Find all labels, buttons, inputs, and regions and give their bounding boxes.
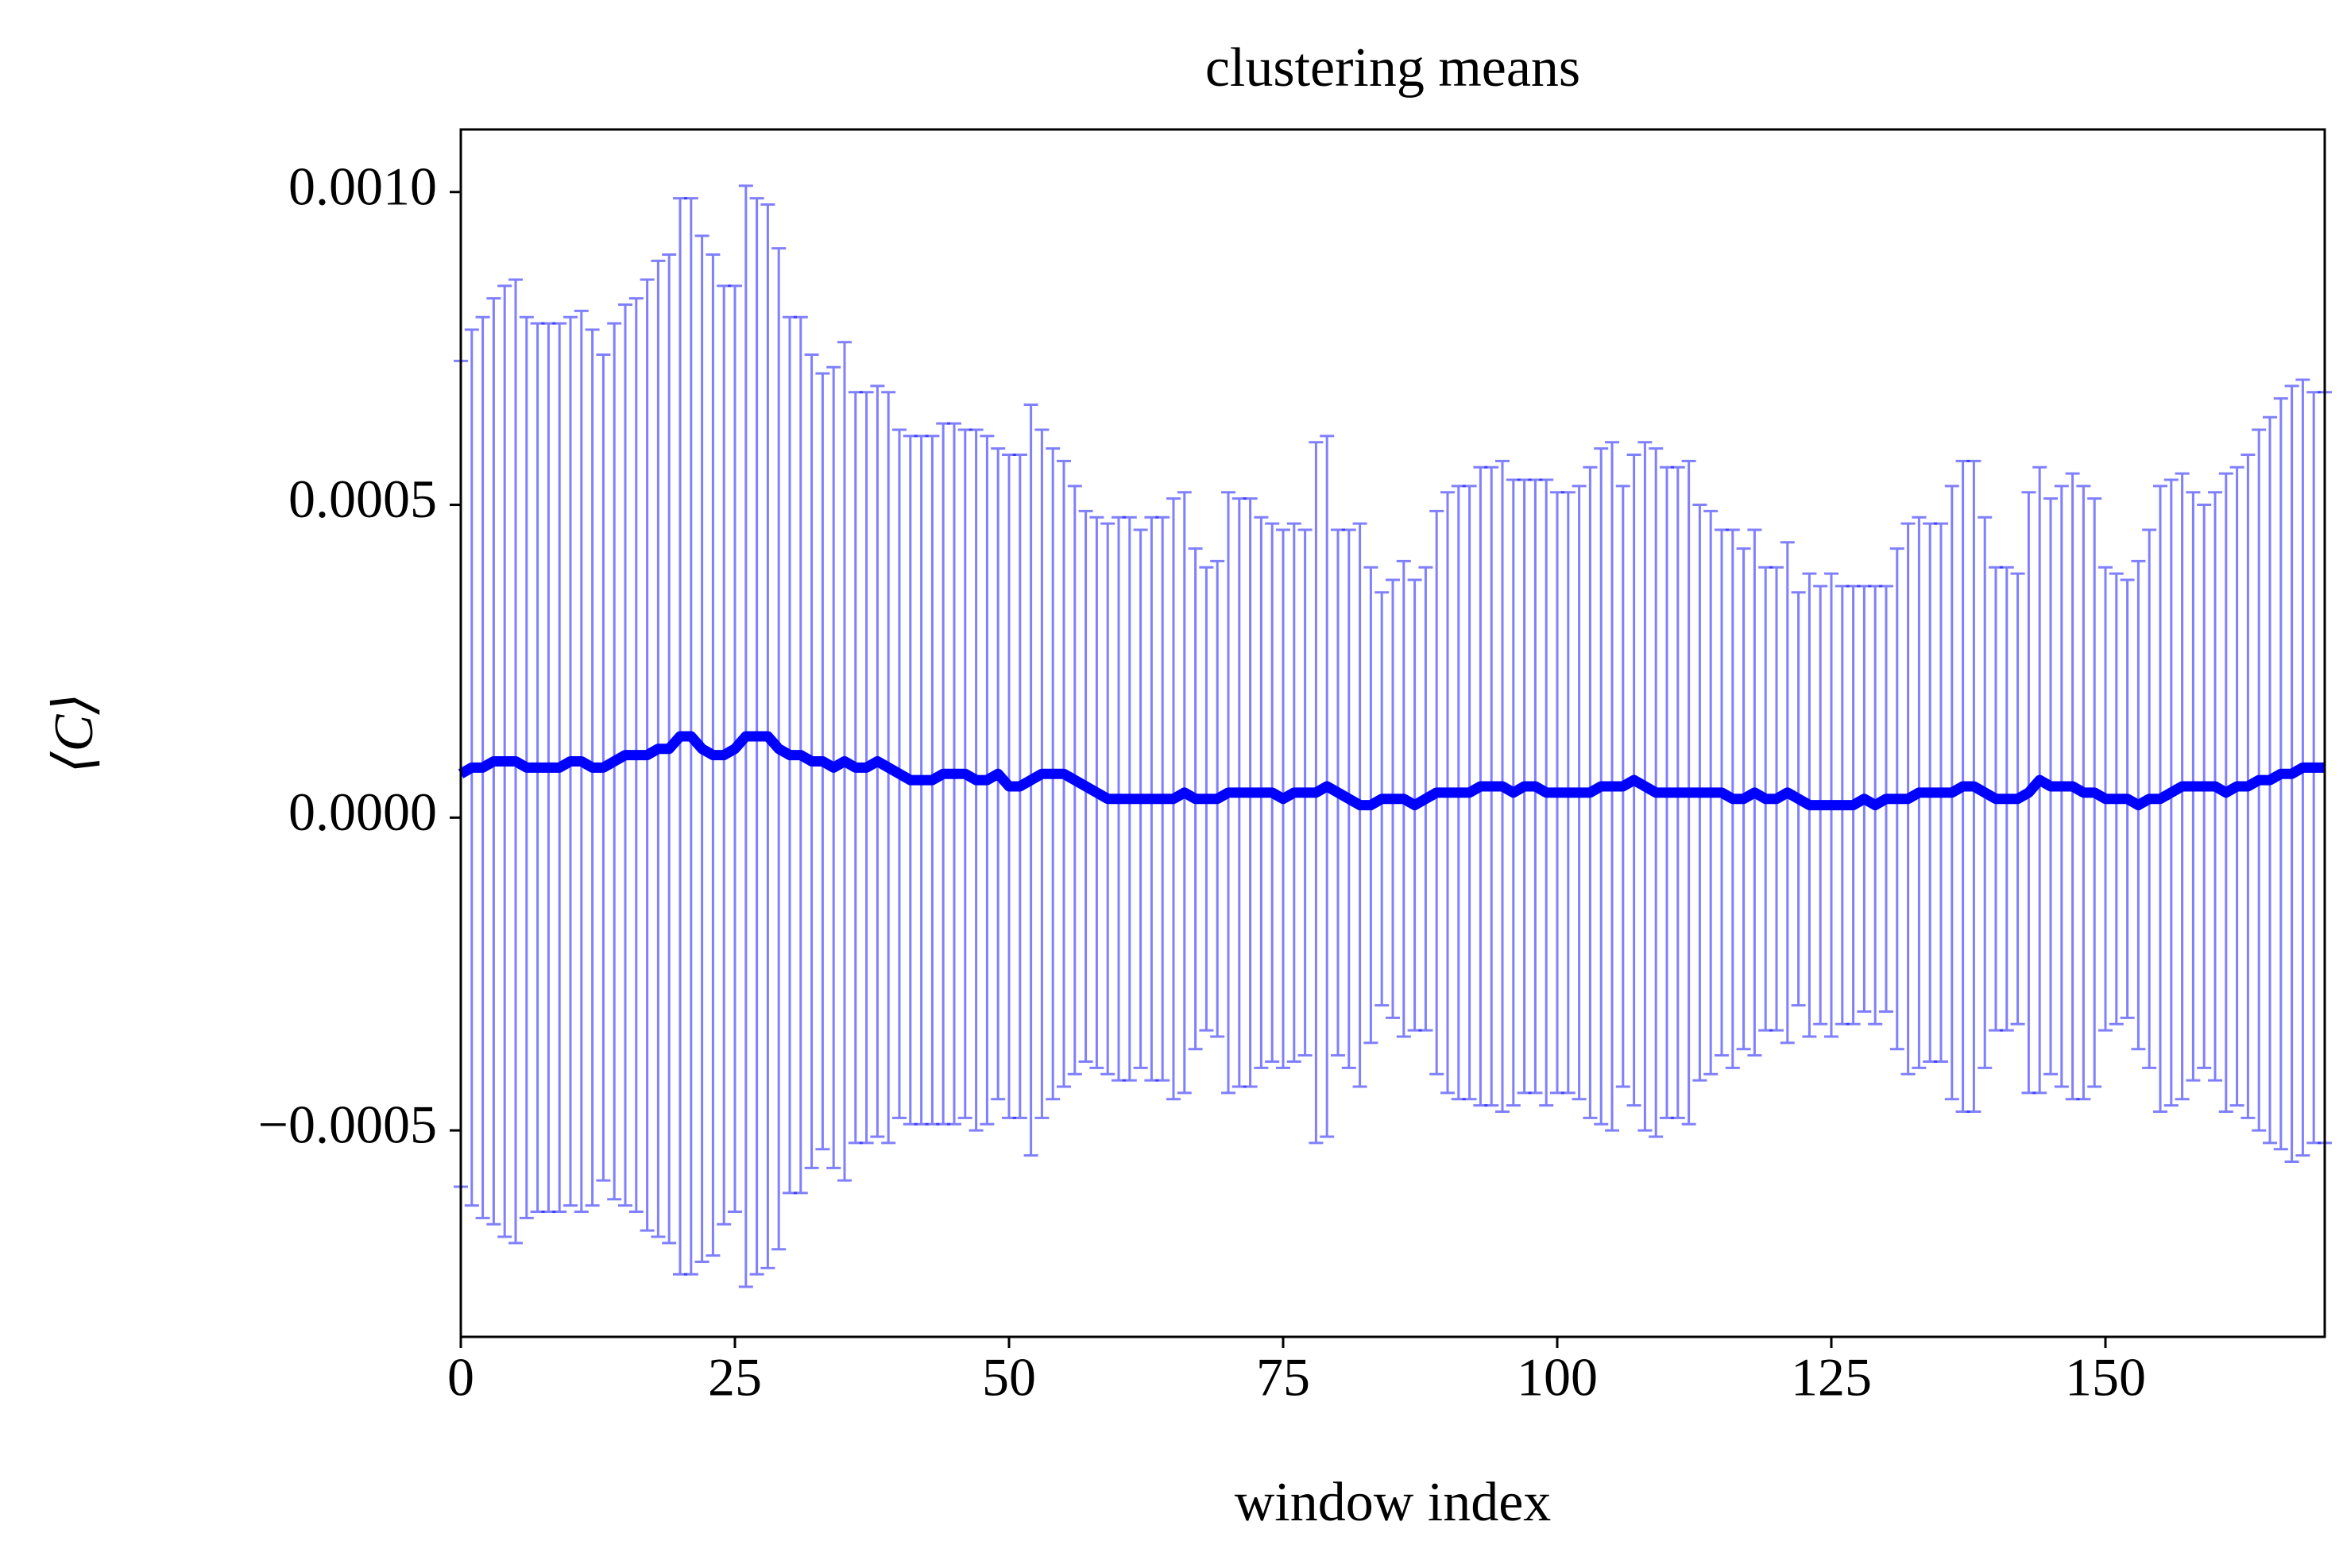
y-tick-label: 0.0000 xyxy=(288,782,437,842)
x-tick-label: 0 xyxy=(447,1347,474,1408)
y-axis-label: ⟨C⟩ xyxy=(44,693,105,773)
mean-line xyxy=(458,731,2325,811)
y-tick-label: 0.0005 xyxy=(288,469,437,529)
y-tick-label: −0.0005 xyxy=(258,1095,437,1155)
plot-frame xyxy=(459,128,2326,1338)
x-tick-label: 50 xyxy=(982,1347,1036,1408)
x-tick-label: 150 xyxy=(2065,1347,2146,1408)
chart-title: clustering means xyxy=(1205,37,1580,98)
x-tick-label: 75 xyxy=(1256,1347,1310,1408)
x-tick-label: 25 xyxy=(708,1347,762,1408)
x-axis-label: window index xyxy=(1235,1472,1552,1533)
x-tick-label: 100 xyxy=(1517,1347,1598,1408)
y-tick-label: 0.0010 xyxy=(288,156,437,216)
x-tick-label: 125 xyxy=(1791,1347,1872,1408)
